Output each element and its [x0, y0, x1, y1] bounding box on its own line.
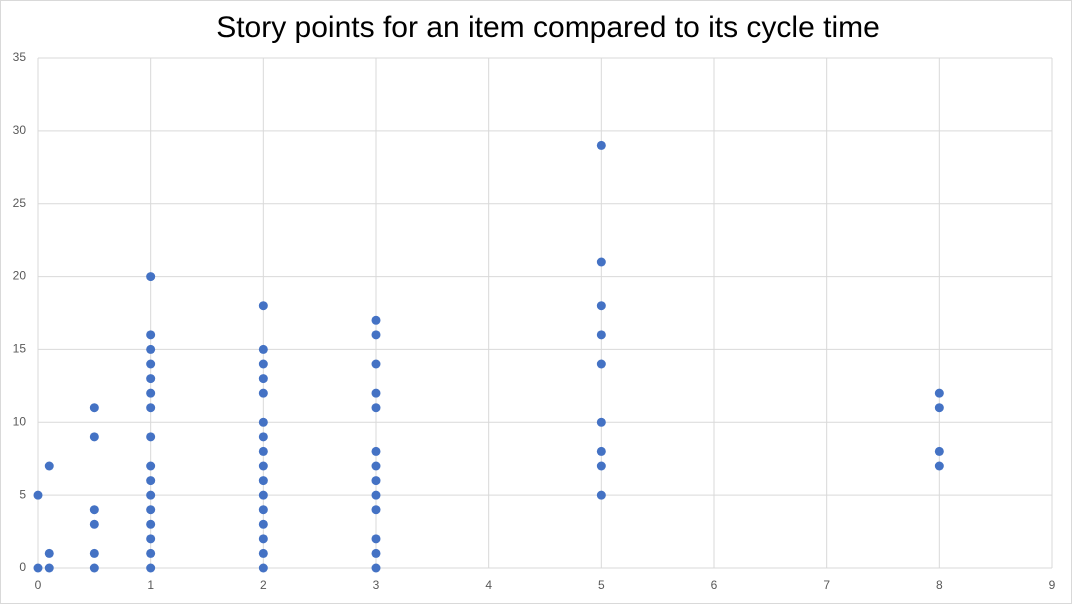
point — [146, 505, 156, 515]
x-tick-label: 3 — [373, 578, 380, 592]
point — [146, 272, 156, 282]
point — [33, 563, 43, 573]
point — [258, 548, 268, 558]
point — [146, 330, 156, 340]
point — [44, 548, 54, 558]
point — [146, 374, 156, 384]
point — [146, 403, 156, 413]
point — [596, 461, 606, 471]
point — [258, 374, 268, 384]
x-tick-label: 1 — [147, 578, 154, 592]
point — [258, 476, 268, 486]
point — [258, 301, 268, 311]
point — [146, 388, 156, 398]
point — [258, 388, 268, 398]
point — [258, 461, 268, 471]
point — [258, 432, 268, 442]
point — [596, 140, 606, 150]
y-tick-label: 5 — [19, 487, 26, 501]
point — [596, 446, 606, 456]
x-tick-label: 6 — [711, 578, 718, 592]
y-tick-label: 30 — [13, 123, 27, 137]
point — [146, 432, 156, 442]
point — [258, 446, 268, 456]
y-tick-label: 35 — [13, 50, 27, 64]
y-tick-label: 0 — [19, 560, 26, 574]
x-tick-label: 5 — [598, 578, 605, 592]
point — [596, 301, 606, 311]
point — [371, 446, 381, 456]
point — [371, 563, 381, 573]
point — [89, 505, 99, 515]
x-tick-label: 8 — [936, 578, 943, 592]
y-tick-label: 20 — [13, 269, 27, 283]
point — [146, 534, 156, 544]
point — [371, 403, 381, 413]
point — [89, 432, 99, 442]
point — [258, 417, 268, 427]
point — [146, 548, 156, 558]
point — [146, 490, 156, 500]
point — [146, 344, 156, 354]
point — [596, 417, 606, 427]
point — [371, 476, 381, 486]
point — [934, 403, 944, 413]
point — [258, 563, 268, 573]
point — [89, 563, 99, 573]
point — [146, 476, 156, 486]
point — [371, 534, 381, 544]
point — [934, 461, 944, 471]
point — [596, 490, 606, 500]
point — [89, 519, 99, 529]
x-tick-label: 4 — [485, 578, 492, 592]
point — [371, 461, 381, 471]
x-tick-label: 2 — [260, 578, 267, 592]
point — [371, 315, 381, 325]
point — [33, 490, 43, 500]
y-tick-label: 15 — [13, 342, 27, 356]
x-tick-label: 9 — [1049, 578, 1056, 592]
point — [89, 548, 99, 558]
point — [596, 330, 606, 340]
point — [934, 446, 944, 456]
point — [258, 505, 268, 515]
point — [371, 388, 381, 398]
point — [596, 359, 606, 369]
x-tick-label: 0 — [35, 578, 42, 592]
point — [146, 359, 156, 369]
point — [146, 519, 156, 529]
point — [44, 563, 54, 573]
point — [258, 519, 268, 529]
point — [934, 388, 944, 398]
point — [371, 359, 381, 369]
x-tick-label: 7 — [823, 578, 830, 592]
y-tick-label: 25 — [13, 196, 27, 210]
point — [371, 330, 381, 340]
point — [371, 490, 381, 500]
point — [596, 257, 606, 267]
point — [146, 563, 156, 573]
point — [258, 490, 268, 500]
point — [371, 548, 381, 558]
point — [258, 344, 268, 354]
point — [44, 461, 54, 471]
point — [258, 359, 268, 369]
point — [258, 534, 268, 544]
point — [371, 505, 381, 515]
chart-title: Story points for an item compared to its… — [216, 11, 880, 44]
point — [146, 461, 156, 471]
point — [89, 403, 99, 413]
y-tick-label: 10 — [13, 414, 27, 428]
